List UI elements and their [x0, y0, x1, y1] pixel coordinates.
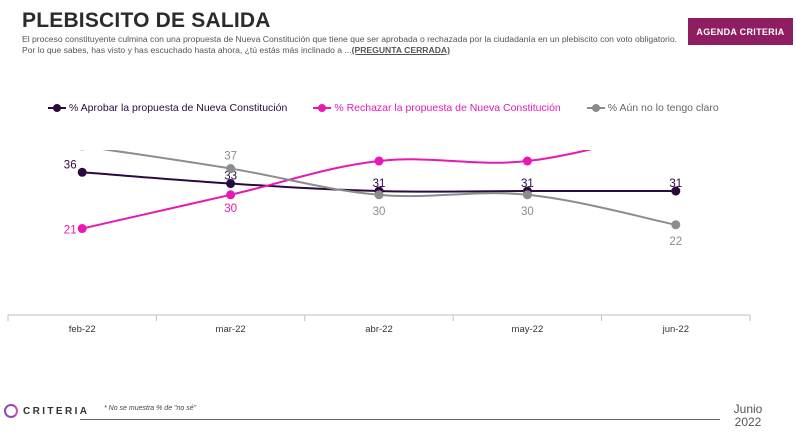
data-label-1-3: 39 [521, 150, 534, 152]
x-tick-label-mar-22: mar-22 [216, 324, 246, 335]
report-date: Junio 2022 [720, 403, 776, 429]
data-point-1-3 [522, 156, 532, 166]
data-point-2-1 [226, 164, 236, 174]
legend-marker-aprobar [48, 103, 66, 113]
data-label-1-1: 30 [224, 203, 237, 215]
data-point-0-0 [77, 167, 87, 177]
line-chart: feb-22 mar-22 abr-22 may-22 jun-22 36 33 31 31 31… [7, 150, 751, 335]
data-point-1-1 [226, 190, 236, 200]
data-label-0-4: 31 [669, 178, 682, 190]
question-type: (PREGUNTA CERRADA) [351, 45, 450, 55]
data-point-2-4 [671, 220, 681, 230]
report-date-month: Junio [733, 402, 763, 416]
legend-item-noclaro: % Aún no lo tengo claro [586, 102, 719, 114]
legend-label-noclaro: % Aún no lo tengo claro [607, 102, 719, 114]
criteria-logo: CRITERIA [4, 404, 89, 418]
data-label-2-4: 22 [669, 236, 682, 248]
footer-divider [80, 419, 720, 420]
report-date-year: 2022 [734, 415, 762, 429]
question-body: El proceso constituyente culmina con una… [22, 34, 677, 55]
legend-label-rechazar: % Rechazar la propuesta de Nueva Constit… [334, 102, 561, 114]
data-point-2-0 [80, 150, 85, 151]
data-label-0-0: 36 [64, 159, 77, 171]
x-tick-label-feb-22: feb-22 [69, 324, 96, 335]
criteria-logo-text: CRITERIA [23, 405, 90, 417]
data-label-0-3: 31 [521, 178, 534, 190]
data-label-1-0: 21 [64, 225, 77, 237]
legend-marker-noclaro [586, 103, 605, 113]
footnote: * No se muestra % de "no sé" [104, 405, 197, 412]
criteria-logo-icon [4, 404, 18, 418]
data-point-2-2 [374, 190, 384, 200]
legend-item-aprobar: % Aprobar la propuesta de Nueva Constitu… [48, 102, 287, 114]
agenda-criteria-badge: AGENDA CRITERIA [688, 18, 793, 45]
question-text: El proceso constituyente culmina con una… [22, 34, 682, 56]
data-label-0-2: 31 [373, 178, 386, 190]
data-point-2-3 [522, 190, 532, 200]
data-point-0-1 [226, 179, 236, 189]
legend-marker-rechazar [313, 103, 332, 113]
chart-legend: % Aprobar la propuesta de Nueva Constitu… [48, 102, 745, 114]
legend-label-aprobar: % Aprobar la propuesta de Nueva Constitu… [69, 102, 288, 114]
x-tick-label-jun-22: jun-22 [662, 324, 689, 335]
data-label-0-1: 33 [224, 171, 237, 183]
data-point-0-4 [671, 186, 681, 196]
data-label-1-2: 39 [373, 150, 386, 152]
data-point-1-0 [77, 224, 87, 234]
legend-item-rechazar: % Rechazar la propuesta de Nueva Constit… [313, 102, 561, 114]
data-point-1-2 [374, 156, 384, 166]
x-tick-label-may-22: may-22 [512, 324, 544, 335]
data-label-2-2: 30 [373, 206, 386, 218]
x-tick-label-abr-22: abr-22 [365, 324, 392, 335]
data-label-2-1: 37 [224, 151, 237, 163]
data-label-2-3: 30 [521, 206, 534, 218]
page-title: PLEBISCITO DE SALIDA [22, 9, 271, 32]
